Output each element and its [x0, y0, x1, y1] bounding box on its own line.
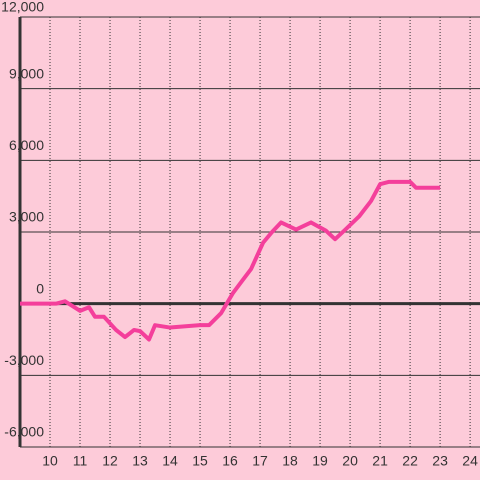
y-tick-label: -6,000 [4, 424, 44, 440]
x-tick-label: 11 [73, 453, 88, 469]
x-tick-label: 24 [462, 453, 478, 469]
x-tick-label: 19 [312, 453, 328, 469]
x-tick-label: 15 [192, 453, 208, 469]
x-tick-label: 10 [42, 453, 58, 469]
x-tick-label: 14 [162, 453, 178, 469]
y-tick-label: 12,000 [1, 0, 44, 15]
x-tick-label: 12 [102, 453, 118, 469]
x-tick-label: 13 [132, 453, 148, 469]
y-tick-label: -3,000 [4, 352, 44, 368]
x-tick-label: 22 [402, 453, 418, 469]
x-tick-label: 20 [342, 453, 358, 469]
x-tick-label: 18 [282, 453, 298, 469]
y-tick-label: 9,000 [9, 65, 44, 81]
data-line [20, 179, 441, 342]
x-tick-label: 21 [372, 453, 388, 469]
x-tick-label: 17 [252, 453, 268, 469]
x-tick-label: 23 [432, 453, 448, 469]
x-tick-label: 16 [222, 453, 238, 469]
y-tick-label: 6,000 [9, 137, 44, 153]
y-tick-label: 0 [36, 280, 44, 296]
y-tick-label: 3,000 [9, 209, 44, 225]
